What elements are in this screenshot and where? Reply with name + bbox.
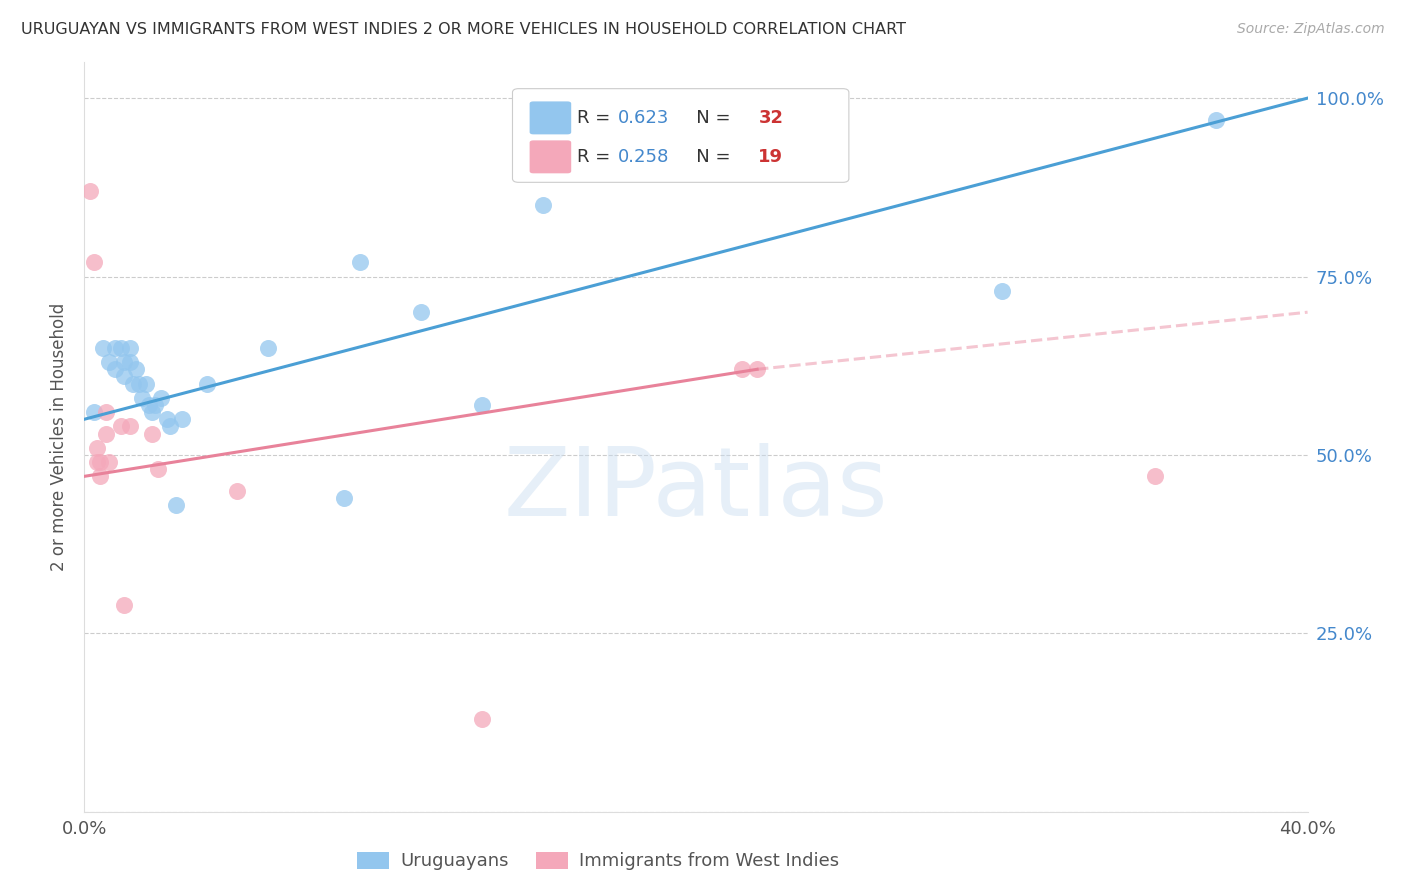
Point — [125, 362, 148, 376]
Point — [86, 455, 108, 469]
Point — [226, 483, 249, 498]
Point — [94, 405, 117, 419]
Point — [83, 405, 105, 419]
Text: N =: N = — [679, 148, 737, 166]
Point — [731, 362, 754, 376]
Point — [86, 441, 108, 455]
Point — [471, 398, 494, 412]
Point — [156, 412, 179, 426]
Point — [257, 341, 280, 355]
Point — [138, 398, 160, 412]
Point — [110, 419, 132, 434]
Text: ZIPatlas: ZIPatlas — [503, 443, 889, 536]
Point — [131, 391, 153, 405]
Text: R =: R = — [578, 148, 616, 166]
Point — [89, 469, 111, 483]
Text: R =: R = — [578, 109, 616, 127]
Text: URUGUAYAN VS IMMIGRANTS FROM WEST INDIES 2 OR MORE VEHICLES IN HOUSEHOLD CORRELA: URUGUAYAN VS IMMIGRANTS FROM WEST INDIES… — [21, 22, 905, 37]
Point — [128, 376, 150, 391]
Point — [409, 305, 432, 319]
Point — [120, 355, 142, 369]
Point — [141, 405, 163, 419]
Text: 32: 32 — [758, 109, 783, 127]
Point — [333, 491, 356, 505]
Point — [104, 341, 127, 355]
Text: Source: ZipAtlas.com: Source: ZipAtlas.com — [1237, 22, 1385, 37]
FancyBboxPatch shape — [530, 140, 571, 173]
Point — [531, 198, 554, 212]
Point — [89, 455, 111, 469]
Point — [97, 455, 120, 469]
Point — [112, 369, 135, 384]
Point — [1205, 112, 1227, 127]
FancyBboxPatch shape — [513, 88, 849, 182]
Point — [1143, 469, 1166, 483]
Point — [135, 376, 157, 391]
Point — [471, 712, 494, 726]
Point — [120, 419, 142, 434]
Text: 0.623: 0.623 — [617, 109, 669, 127]
Text: N =: N = — [679, 109, 737, 127]
Point — [83, 255, 105, 269]
Point — [79, 184, 101, 198]
Point — [94, 426, 117, 441]
Point — [747, 362, 769, 376]
Text: 19: 19 — [758, 148, 783, 166]
Point — [112, 355, 135, 369]
Point — [112, 598, 135, 612]
Point — [143, 398, 166, 412]
Point — [991, 284, 1014, 298]
Point — [172, 412, 194, 426]
Point — [141, 426, 163, 441]
Point — [110, 341, 132, 355]
Point — [149, 391, 172, 405]
Point — [195, 376, 218, 391]
Point — [349, 255, 371, 269]
Point — [146, 462, 169, 476]
FancyBboxPatch shape — [530, 102, 571, 135]
Y-axis label: 2 or more Vehicles in Household: 2 or more Vehicles in Household — [51, 303, 69, 571]
Text: 0.258: 0.258 — [617, 148, 669, 166]
Point — [159, 419, 181, 434]
Legend: Uruguayans, Immigrants from West Indies: Uruguayans, Immigrants from West Indies — [350, 845, 846, 878]
Point — [165, 498, 187, 512]
Point — [104, 362, 127, 376]
Point — [122, 376, 145, 391]
Point — [120, 341, 142, 355]
Point — [91, 341, 114, 355]
Point — [97, 355, 120, 369]
